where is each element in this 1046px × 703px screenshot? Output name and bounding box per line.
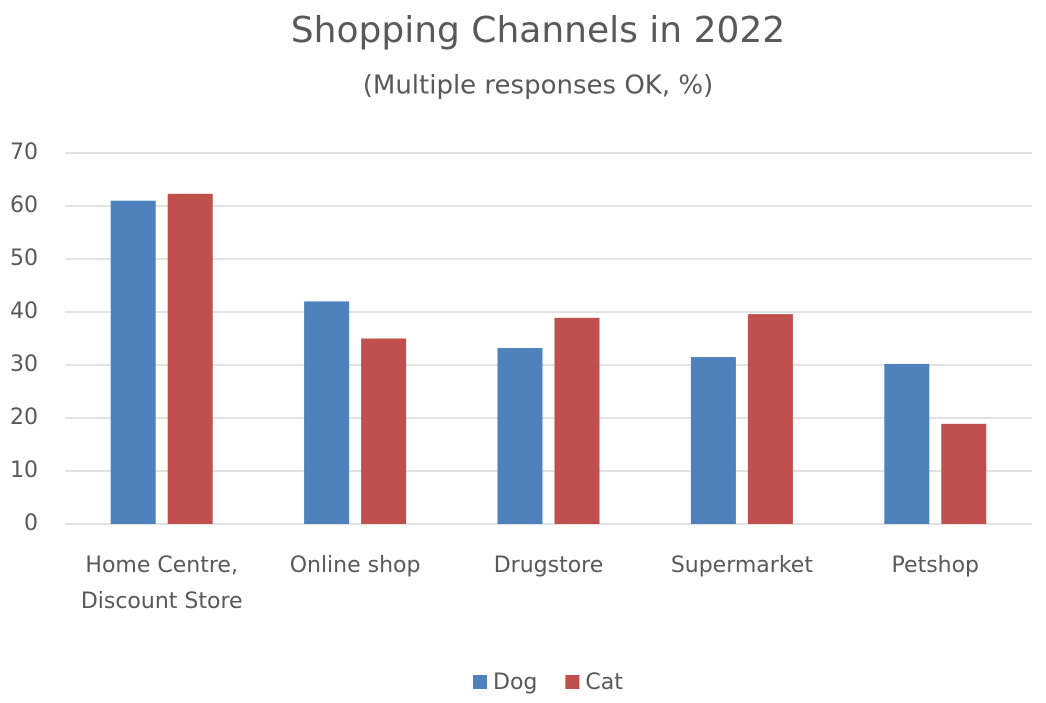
bar [884, 363, 930, 524]
x-tick-label-box: Home Centre, Discount Store [80, 553, 243, 614]
bar [497, 348, 543, 524]
x-tick-label: Home Centre, Discount Store [80, 553, 243, 614]
bar [167, 193, 213, 524]
y-tick-label: 40 [10, 299, 38, 324]
x-tick-label: Online shop [289, 553, 421, 578]
x-tick-label-box: Petshop [891, 553, 980, 578]
bar [554, 317, 600, 524]
y-tick-label: 60 [10, 193, 38, 218]
x-tick-label-box: Online shop [289, 553, 421, 578]
legend-swatch [565, 675, 580, 689]
bar [690, 357, 736, 524]
x-tick-label-box: Drugstore [493, 553, 604, 578]
x-tick-label: Supermarket [670, 553, 813, 578]
legend-label: Cat [585, 670, 623, 695]
bar [361, 338, 407, 524]
legend-swatch [473, 675, 487, 689]
bar [941, 423, 987, 524]
y-tick-label: 50 [10, 246, 38, 271]
bar [747, 314, 793, 524]
x-tick-label-box: Supermarket [670, 553, 813, 578]
y-tick-label: 10 [10, 458, 38, 483]
x-tick-label: Petshop [891, 553, 980, 578]
legend-label: Dog [493, 670, 537, 695]
y-tick-label: 20 [10, 405, 38, 430]
x-tick-label: Drugstore [493, 553, 604, 578]
y-tick-label: 30 [10, 352, 38, 377]
bar [304, 301, 350, 524]
chart-subtitle: (Multiple responses OK, %) [363, 71, 713, 101]
y-tick-label: 70 [10, 140, 38, 165]
y-tick-label: 0 [24, 511, 38, 536]
bar [110, 200, 156, 524]
chart-title: Shopping Channels in 2022 [291, 10, 785, 51]
